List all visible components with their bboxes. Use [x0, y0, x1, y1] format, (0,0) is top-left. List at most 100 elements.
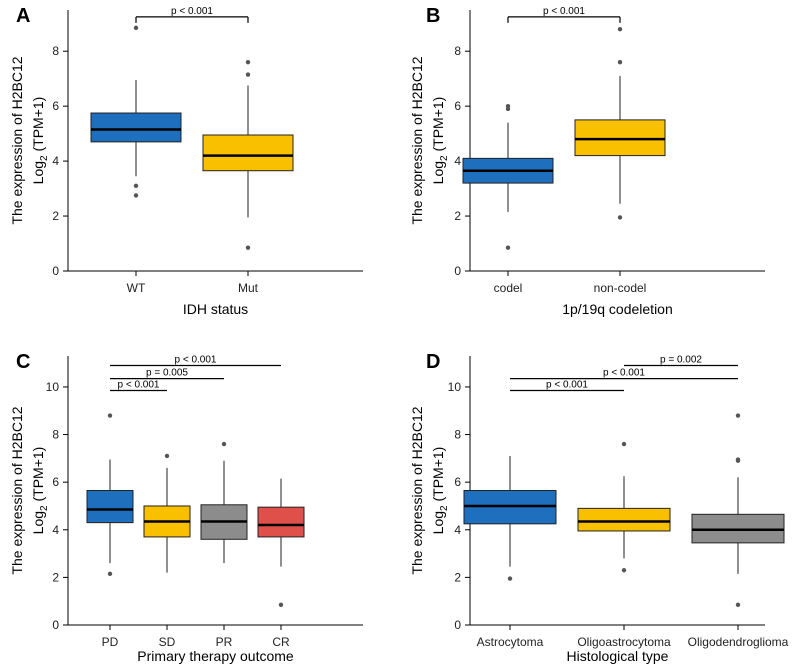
y-tick-label: 6	[454, 99, 461, 113]
p-value-label: p < 0.001	[543, 6, 585, 17]
y-tick-label: 2	[52, 570, 59, 584]
x-tick-label: Oligoastrocytoma	[577, 635, 671, 649]
y-tick-label: 8	[454, 44, 461, 58]
significance-bracket: p < 0.001	[510, 380, 624, 392]
y-tick-label: 0	[454, 618, 461, 632]
significance-bracket: p = 0.005	[110, 368, 224, 380]
iqr-box	[90, 112, 182, 143]
y-axis-label-log: Log	[430, 511, 446, 534]
y-axis-label: The expression of H2BC12	[9, 406, 25, 574]
significance-bracket: p < 0.001	[510, 368, 738, 380]
y-tick-label: 4	[454, 523, 461, 537]
iqr-box	[202, 134, 294, 172]
y-axis-label: The expression of H2BC12	[409, 56, 425, 224]
y-axis-label-units: Log2 (TPM+1)	[30, 97, 50, 185]
y-tick-label: 8	[52, 428, 59, 442]
outlier-point	[278, 602, 284, 607]
y-tick-label: 8	[454, 428, 461, 442]
x-tick-label: CR	[272, 635, 290, 649]
y-axis-label-units: Log2 (TPM+1)	[430, 447, 450, 535]
x-tick-label: Astrocytoma	[477, 635, 544, 649]
outlier-point	[735, 413, 741, 418]
panel-letter: D	[426, 351, 440, 373]
y-tick-label: 6	[454, 475, 461, 489]
y-tick-label: 2	[454, 570, 461, 584]
outlier-point	[617, 27, 623, 32]
y-tick-label: 0	[454, 264, 461, 278]
y-axis-label-units: Log2 (TPM+1)	[30, 447, 50, 535]
outlier-point	[617, 60, 623, 65]
outlier-point	[507, 576, 513, 581]
outlier-point	[133, 193, 139, 198]
x-tick-label: codel	[494, 281, 523, 295]
y-tick-label: 4	[454, 154, 461, 168]
outlier-point	[107, 413, 113, 418]
y-tick-label: 10	[46, 380, 60, 394]
y-axis-label-tpm: (TPM+1)	[430, 447, 446, 506]
x-axis-label: IDH status	[183, 301, 248, 317]
box-astrocytoma	[463, 455, 557, 581]
outlier-point	[505, 245, 511, 250]
p-value-label: p < 0.001	[603, 368, 645, 379]
y-tick-label: 4	[52, 523, 59, 537]
outlier-point	[735, 602, 741, 607]
x-tick-label: PD	[102, 635, 119, 649]
panel-letter: A	[16, 5, 30, 27]
y-axis-label: The expression of H2BC12	[409, 406, 425, 574]
p-value-label: p < 0.001	[171, 6, 213, 17]
y-axis-label-log: Log	[30, 161, 46, 184]
y-axis-label-log: Log	[430, 161, 446, 184]
box-cr	[257, 478, 305, 607]
significance-bracket: p = 0.002	[624, 355, 738, 367]
y-tick-label: 2	[52, 209, 59, 223]
outlier-point	[621, 441, 627, 447]
x-tick-label: WT	[127, 281, 146, 295]
x-tick-label: Oligodendroglioma	[688, 635, 789, 649]
y-axis-label-subscript: 2	[39, 155, 50, 161]
y-tick-label: 4	[52, 154, 59, 168]
box-wt	[90, 25, 182, 198]
y-axis-label: The expression of H2BC12	[9, 56, 25, 224]
outlier-point	[735, 458, 741, 463]
outlier-point	[221, 441, 227, 447]
iqr-box	[574, 119, 666, 157]
x-tick-label: non-codel	[594, 281, 647, 295]
y-tick-label: 0	[52, 618, 59, 632]
y-tick-label: 0	[52, 264, 59, 278]
y-axis-label-tpm: (TPM+1)	[430, 97, 446, 156]
y-axis-label-log: Log	[30, 511, 46, 534]
x-tick-label: SD	[159, 635, 176, 649]
box-oligoastrocytoma	[577, 441, 671, 573]
significance-bracket: p < 0.001	[110, 355, 281, 367]
p-value-label: p < 0.001	[118, 380, 160, 391]
box-oligodendroglioma	[691, 413, 785, 607]
significance-bracket: p < 0.001	[135, 6, 249, 23]
y-axis-label-tpm: (TPM+1)	[30, 447, 46, 506]
x-axis-label: Primary therapy outcome	[137, 648, 294, 664]
x-axis-label: 1p/19q codeletion	[562, 301, 673, 317]
y-tick-label: 10	[448, 380, 462, 394]
p-value-label: p < 0.001	[175, 355, 217, 366]
y-tick-label: 6	[52, 475, 59, 489]
outlier-point	[133, 25, 139, 31]
y-axis-label-subscript: 2	[39, 505, 50, 511]
panel-letter: B	[426, 5, 440, 27]
outlier-point	[621, 568, 627, 573]
outlier-point	[245, 245, 251, 250]
outlier-point	[245, 60, 251, 65]
box-mut	[202, 60, 294, 250]
box-non-codel	[574, 27, 666, 220]
box-pr	[200, 441, 248, 564]
significance-bracket: p < 0.001	[110, 380, 167, 392]
x-tick-label: Mut	[238, 281, 259, 295]
outlier-point	[133, 183, 139, 189]
p-value-label: p = 0.005	[146, 368, 188, 379]
box-pd	[86, 413, 134, 577]
p-value-label: p < 0.001	[546, 380, 588, 391]
y-tick-label: 2	[454, 209, 461, 223]
iqr-box	[257, 506, 305, 538]
